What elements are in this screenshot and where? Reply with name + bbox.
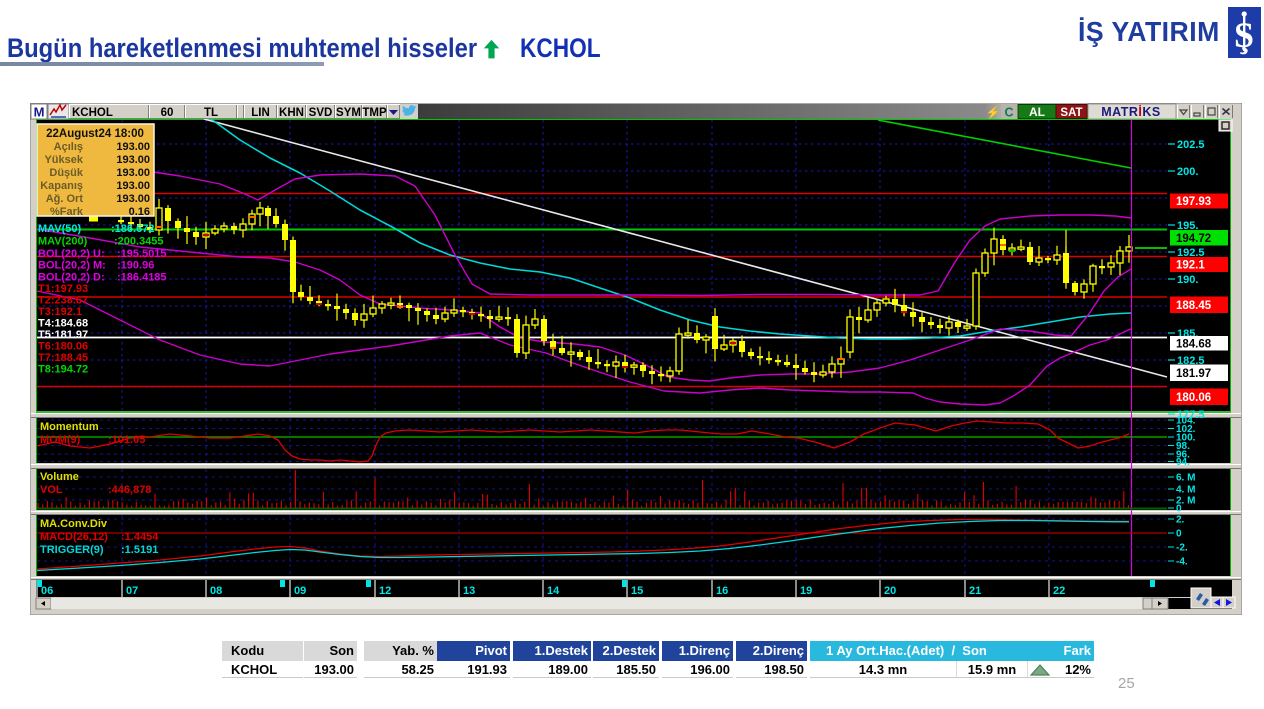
- svg-text:22August24 18:00: 22August24 18:00: [46, 128, 144, 140]
- svg-text:T6:180.06: T6:180.06: [38, 341, 88, 353]
- svg-text:2. M: 2. M: [1176, 496, 1195, 507]
- svg-text:94.: 94.: [1176, 457, 1190, 468]
- svg-text:T1:197.93: T1:197.93: [38, 283, 88, 295]
- svg-text:193.00: 193.00: [116, 154, 150, 166]
- svg-text:60: 60: [161, 107, 174, 119]
- svg-text:MOM(9): MOM(9): [40, 434, 81, 446]
- svg-text:98.: 98.: [1176, 441, 1190, 452]
- svg-text:12: 12: [379, 585, 391, 597]
- svg-text:184.68: 184.68: [1176, 338, 1212, 350]
- svg-text:14: 14: [547, 585, 560, 597]
- svg-text::1.5191: :1.5191: [121, 544, 158, 556]
- svg-text:T4:184.68: T4:184.68: [38, 318, 88, 330]
- svg-text:MACD(26,12): MACD(26,12): [40, 531, 108, 543]
- svg-text:192.5: 192.5: [1177, 247, 1205, 259]
- svg-text::195.5015: :195.5015: [117, 248, 167, 260]
- svg-text:0: 0: [1176, 529, 1182, 540]
- svg-text:06: 06: [41, 585, 53, 597]
- svg-text:192.1: 192.1: [1176, 260, 1205, 272]
- svg-text:VOL: VOL: [40, 484, 63, 496]
- svg-text:180.06: 180.06: [1176, 392, 1211, 404]
- svg-text:182.5: 182.5: [1177, 355, 1205, 367]
- svg-text:15: 15: [631, 585, 643, 597]
- svg-text:4. M: 4. M: [1176, 485, 1195, 496]
- svg-text:2.: 2.: [1176, 515, 1185, 526]
- svg-text:Momentum: Momentum: [40, 421, 99, 433]
- svg-text:M: M: [34, 105, 45, 120]
- svg-text:MATRİKS: MATRİKS: [1101, 104, 1161, 119]
- svg-text:96.: 96.: [1176, 450, 1190, 461]
- svg-text:0: 0: [1176, 504, 1182, 515]
- svg-text::186.4185: :186.4185: [117, 272, 167, 284]
- svg-text:13: 13: [463, 585, 475, 597]
- svg-text:Yüksek: Yüksek: [44, 154, 83, 166]
- svg-text:195.: 195.: [1177, 220, 1198, 232]
- svg-text:Açılış: Açılış: [54, 141, 83, 153]
- svg-text:-2.: -2.: [1176, 543, 1188, 554]
- svg-text::200.3455: :200.3455: [114, 236, 164, 248]
- svg-text:MAV(200): MAV(200): [38, 236, 88, 248]
- svg-text::186.672: :186.672: [111, 223, 154, 235]
- svg-text:⚡: ⚡: [986, 106, 1001, 120]
- svg-text:200.: 200.: [1177, 166, 1198, 178]
- svg-text:TRIGGER(9): TRIGGER(9): [40, 544, 104, 556]
- svg-text:SVD: SVD: [309, 107, 333, 119]
- svg-text:19: 19: [800, 585, 812, 597]
- svg-text:MAV(50): MAV(50): [38, 223, 82, 235]
- svg-text:AL: AL: [1029, 105, 1045, 119]
- svg-text:Kapanış: Kapanış: [40, 180, 83, 192]
- svg-text:0.16: 0.16: [129, 206, 150, 218]
- svg-text:6. M: 6. M: [1176, 473, 1195, 484]
- svg-text::190.96: :190.96: [117, 260, 154, 272]
- svg-text:202.5: 202.5: [1177, 139, 1205, 151]
- svg-text:BOL(20,2) D:: BOL(20,2) D:: [38, 272, 105, 284]
- svg-text::1.4454: :1.4454: [121, 531, 159, 543]
- svg-text:TL: TL: [204, 107, 218, 119]
- svg-text:193.00: 193.00: [116, 193, 150, 205]
- svg-text:07: 07: [126, 585, 138, 597]
- svg-text:T3:192.1: T3:192.1: [38, 306, 82, 318]
- svg-text:197.93: 197.93: [1176, 196, 1211, 208]
- svg-text:193.00: 193.00: [116, 180, 150, 192]
- svg-text:177.5: 177.5: [1177, 409, 1205, 421]
- svg-text:Ağ. Ort: Ağ. Ort: [46, 193, 84, 205]
- svg-text:SAT: SAT: [1060, 107, 1082, 119]
- svg-text:Düşük: Düşük: [49, 167, 84, 179]
- svg-text::101.05: :101.05: [108, 434, 145, 446]
- svg-text:BOL(20,2) U:: BOL(20,2) U:: [38, 248, 105, 260]
- svg-text:21: 21: [969, 585, 981, 597]
- svg-text:104.: 104.: [1176, 416, 1196, 427]
- svg-text:SYM: SYM: [336, 107, 361, 119]
- svg-text:MA.Conv.Div: MA.Conv.Div: [40, 518, 108, 530]
- svg-text:KCHOL: KCHOL: [72, 107, 113, 119]
- svg-text:C: C: [1004, 106, 1013, 120]
- svg-text:16: 16: [716, 585, 728, 597]
- svg-text:102.: 102.: [1176, 424, 1196, 435]
- svg-text:LIN: LIN: [251, 107, 270, 119]
- svg-text:100.: 100.: [1176, 433, 1196, 444]
- svg-text:-4.: -4.: [1176, 557, 1188, 568]
- svg-text:190.: 190.: [1177, 274, 1198, 286]
- svg-text:BOL(20,2) M:: BOL(20,2) M:: [38, 260, 106, 272]
- svg-text:09: 09: [294, 585, 306, 597]
- svg-text:%Fark: %Fark: [50, 206, 84, 218]
- svg-text:KHN: KHN: [279, 107, 304, 119]
- svg-text:181.97: 181.97: [1176, 368, 1211, 380]
- svg-text:T8:194.72: T8:194.72: [38, 364, 88, 376]
- svg-text:T2:238.67: T2:238.67: [38, 295, 88, 307]
- svg-text:188.45: 188.45: [1176, 300, 1212, 312]
- svg-text:TMP: TMP: [362, 107, 387, 119]
- svg-text:08: 08: [210, 585, 222, 597]
- svg-text:193.00: 193.00: [116, 167, 150, 179]
- svg-text:22: 22: [1053, 585, 1065, 597]
- svg-text:193.00: 193.00: [116, 141, 150, 153]
- svg-text:T7:188.45: T7:188.45: [38, 352, 88, 364]
- svg-text:20: 20: [884, 585, 896, 597]
- svg-text:194.72: 194.72: [1176, 233, 1211, 245]
- svg-text::446,878: :446,878: [108, 484, 151, 496]
- svg-text:Volume: Volume: [40, 471, 79, 483]
- svg-text:T5:181.97: T5:181.97: [38, 329, 88, 341]
